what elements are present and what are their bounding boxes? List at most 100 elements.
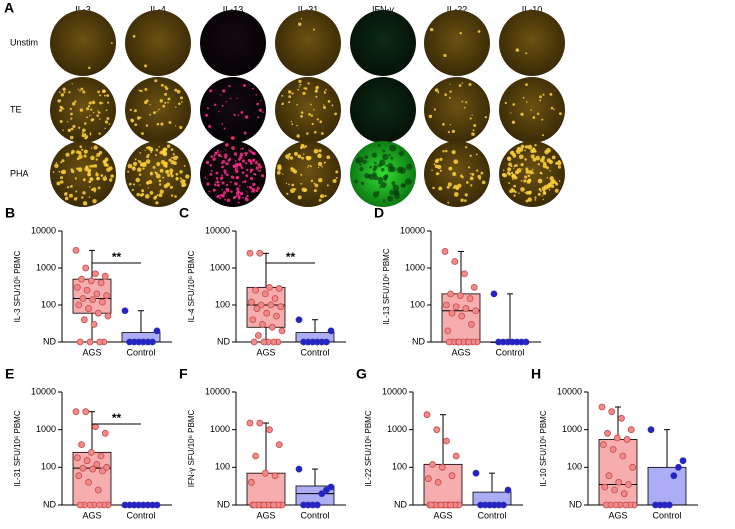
spot — [335, 170, 339, 174]
spot — [252, 158, 256, 162]
y-tick-label: ND — [217, 499, 230, 509]
spot — [67, 128, 72, 133]
spot — [432, 186, 435, 190]
spot — [58, 170, 61, 173]
spot — [88, 180, 92, 184]
spot — [65, 152, 70, 157]
spot — [70, 117, 73, 120]
well — [50, 141, 116, 207]
spot — [138, 160, 142, 164]
spot — [222, 89, 226, 93]
spot — [296, 103, 298, 106]
spot — [223, 127, 226, 130]
well — [125, 77, 191, 143]
spot — [313, 148, 319, 154]
spot — [84, 122, 87, 125]
spot — [296, 134, 300, 138]
spot — [309, 165, 312, 168]
spot — [382, 199, 386, 203]
spot — [477, 30, 481, 33]
spot — [527, 144, 533, 150]
spot — [520, 179, 523, 182]
row-label: TE — [10, 104, 22, 114]
spot — [458, 84, 462, 87]
spot — [76, 167, 79, 170]
spot — [382, 153, 389, 161]
spot — [166, 144, 171, 148]
spot — [82, 201, 88, 206]
spot — [241, 171, 245, 175]
spot — [374, 161, 377, 165]
spot — [252, 151, 256, 156]
spot — [229, 181, 232, 184]
data-point — [273, 312, 280, 320]
spot — [137, 159, 139, 162]
spot — [101, 89, 106, 94]
spot — [319, 120, 323, 124]
spot — [277, 166, 282, 171]
x-tick-label: AGS — [82, 347, 101, 357]
spot — [467, 166, 471, 169]
spot — [550, 184, 555, 189]
spot — [326, 184, 329, 187]
data-point — [679, 457, 687, 465]
spot — [77, 167, 83, 172]
data-point — [447, 290, 454, 298]
spot — [286, 192, 289, 195]
spot — [312, 28, 316, 31]
data-point — [73, 283, 81, 291]
spot — [71, 169, 75, 174]
y-tick-label: ND — [394, 499, 407, 509]
spot — [508, 162, 512, 167]
spot — [382, 149, 386, 153]
spot — [59, 108, 63, 112]
spot — [249, 176, 254, 181]
y-axis-label: IFN-γ SFU/10⁶ PBMC — [187, 410, 196, 488]
spot — [306, 132, 309, 135]
data-point — [433, 426, 441, 434]
spot — [209, 163, 213, 167]
y-tick-label: 10000 — [382, 386, 407, 396]
spot — [132, 161, 138, 167]
spot — [224, 198, 227, 201]
data-point — [609, 445, 617, 453]
spot — [97, 90, 100, 94]
spot — [110, 174, 115, 178]
spot — [176, 89, 181, 94]
spot — [379, 186, 382, 189]
spot — [69, 193, 73, 198]
spot — [359, 167, 364, 172]
spot — [93, 145, 98, 150]
spot — [179, 125, 183, 130]
spot — [164, 147, 168, 151]
spot — [558, 112, 562, 116]
spot — [87, 105, 90, 108]
spot — [240, 165, 243, 168]
spot — [304, 87, 308, 90]
spot — [258, 165, 262, 169]
y-tick-label: ND — [569, 499, 582, 509]
spot — [100, 174, 104, 177]
spot — [534, 150, 537, 153]
data-point — [94, 486, 102, 494]
spot — [526, 179, 531, 184]
spot — [323, 90, 326, 93]
spot — [93, 164, 98, 168]
spot — [532, 168, 534, 171]
data-point — [465, 338, 473, 346]
spot — [169, 168, 174, 173]
y-tick-label: 10000 — [31, 386, 56, 396]
x-tick-label: Control — [300, 347, 329, 357]
spot — [520, 144, 525, 149]
spot — [253, 173, 257, 176]
spot — [104, 157, 109, 162]
y-tick-label: 10000 — [31, 225, 56, 235]
spot — [537, 192, 541, 196]
spot — [379, 159, 386, 166]
data-point — [495, 338, 502, 346]
data-point — [261, 290, 269, 298]
data-point — [470, 283, 478, 291]
data-point — [445, 338, 453, 346]
spot — [256, 102, 259, 106]
spot — [88, 196, 91, 198]
